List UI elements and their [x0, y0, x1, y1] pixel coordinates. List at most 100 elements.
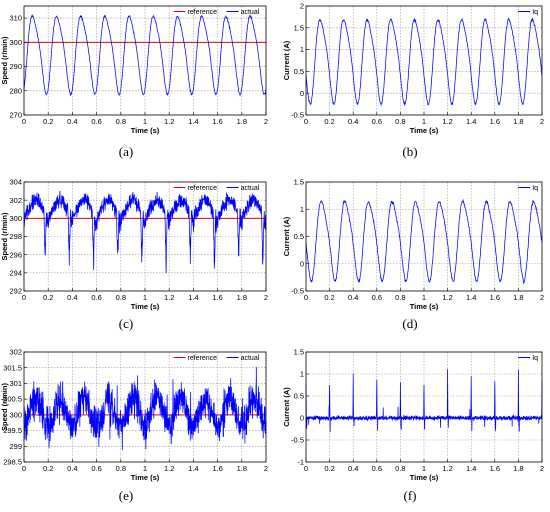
x-axis-label: Time (s) — [131, 126, 160, 135]
x-axis-label: Time (s) — [410, 126, 439, 135]
x-tick-label: 0.6 — [372, 464, 382, 473]
y-tick-label: 1.5 — [294, 178, 304, 187]
y-tick-label: 301.5 — [3, 363, 22, 372]
x-tick-label: 0.2 — [43, 464, 53, 473]
y-tick-label: 290 — [9, 62, 22, 71]
y-tick-label: 302 — [9, 348, 22, 357]
chart-panel-d: 0 0.2 0.4 0.6 0.8 1 1.2 1.4 1.6 1.8 2-0.500.511.5T… — [282, 178, 544, 331]
panel-caption: (e) — [119, 488, 133, 503]
legend: actual reference — [173, 185, 260, 192]
x-tick-label: 1.4 — [188, 293, 198, 302]
x-tick-label: 0.4 — [67, 117, 77, 126]
series-line-Iq — [305, 198, 543, 285]
x-tick-label: 0.6 — [372, 117, 382, 126]
x-tick-label: 1.4 — [466, 117, 476, 126]
y-tick-label: -1 — [297, 458, 304, 467]
x-axis-label: Time (s) — [410, 473, 439, 482]
x-tick-label: 0.4 — [348, 464, 358, 473]
y-tick-label: -0.5 — [291, 111, 304, 120]
x-tick-label: 0 — [304, 464, 308, 473]
x-tick-label: 0.8 — [395, 464, 405, 473]
legend-label-actual: actual — [241, 9, 260, 16]
x-tick-label: 1 — [422, 117, 426, 126]
x-tick-label: 0 — [304, 293, 308, 302]
panel-caption: (f) — [404, 488, 417, 503]
x-tick-label: 1.4 — [188, 117, 198, 126]
y-tick-label: 300 — [9, 38, 22, 47]
y-tick-label: 292 — [9, 287, 22, 296]
y-axis-label: Speed (r/min) — [0, 36, 9, 84]
legend-label-Iq: Iq — [532, 9, 538, 16]
x-tick-label: 2 — [264, 117, 268, 126]
x-tick-label: 2 — [540, 464, 544, 473]
x-tick-label: 0.6 — [91, 464, 101, 473]
series-line-actual — [23, 190, 267, 274]
series-line-Iq — [305, 369, 543, 433]
y-tick-label: 296 — [9, 250, 22, 259]
chart-panel-c: 0 0.2 0.4 0.6 0.8 1 1.2 1.4 1.6 1.8 2 292 294 296 298 3… — [0, 178, 268, 331]
x-tick-label: 0.2 — [324, 117, 334, 126]
y-tick-label: 299.5 — [3, 426, 22, 435]
y-tick-label: 1 — [300, 370, 304, 379]
series-line-Iq — [305, 17, 543, 107]
x-tick-label: 2 — [540, 293, 544, 302]
chart-panel-f: 0 0.2 0.4 0.6 0.8 1 1.2 1.4 1.6 1.8 2 -1 -0.5 0 0.5 1 1.… — [282, 348, 544, 503]
x-tick-label: 0.2 — [324, 464, 334, 473]
y-tick-label: 304 — [9, 178, 22, 187]
x-tick-label: 0 — [304, 117, 308, 126]
y-tick-label: 0 — [300, 259, 304, 268]
x-tick-label: 0 — [22, 464, 26, 473]
y-axis-label: Speed (r/min) — [0, 383, 9, 431]
x-tick-label: 0.8 — [116, 117, 126, 126]
x-tick-label: 1.2 — [164, 293, 174, 302]
x-tick-label: 1.8 — [513, 464, 523, 473]
panel-caption: (c) — [119, 316, 133, 331]
x-tick-label: 1.8 — [237, 464, 247, 473]
y-tick-label: 1 — [300, 205, 304, 214]
y-tick-label: 2 — [300, 2, 304, 11]
x-tick-label: 1.4 — [466, 293, 476, 302]
x-tick-label: 1.6 — [490, 293, 500, 302]
x-tick-label: 0.6 — [91, 117, 101, 126]
x-tick-label: 0.4 — [348, 117, 358, 126]
legend-label-actual: actual — [241, 185, 260, 192]
x-tick-label: 1.6 — [490, 464, 500, 473]
x-tick-label: 0.8 — [116, 464, 126, 473]
x-tick-label: 1.2 — [442, 293, 452, 302]
y-tick-label: 1.5 — [294, 23, 304, 32]
x-tick-label: 0 — [22, 117, 26, 126]
x-tick-label: 0.2 — [43, 117, 53, 126]
y-tick-label: 300.5 — [3, 395, 22, 404]
chart-panel-b: 0 0.2 0.4 0.6 0.8 1 1.2 1.4 1.6 1.8 2-0.500.511.52… — [282, 2, 544, 159]
legend-label-reference: reference — [188, 185, 218, 192]
y-axis-label: Current (A) — [282, 40, 291, 80]
legend: Iq — [518, 355, 538, 362]
y-tick-label: 310 — [9, 14, 22, 23]
y-tick-label: 300 — [9, 410, 22, 419]
x-axis-label: Time (s) — [131, 473, 160, 482]
legend: Iq — [518, 185, 538, 192]
x-tick-label: 1.4 — [188, 464, 198, 473]
x-tick-label: 1.8 — [513, 117, 523, 126]
legend: actual reference — [173, 355, 260, 362]
y-tick-label: -0.5 — [291, 287, 304, 296]
panel-caption: (a) — [119, 144, 133, 159]
legend-label-reference: reference — [188, 9, 218, 16]
series-line-actual — [23, 13, 267, 97]
x-tick-label: 1.6 — [212, 464, 222, 473]
x-tick-label: 0.8 — [116, 293, 126, 302]
x-tick-label: 0.6 — [372, 293, 382, 302]
x-tick-label: 0.4 — [67, 464, 77, 473]
y-tick-label: 301 — [9, 379, 22, 388]
x-tick-label: 0 — [22, 293, 26, 302]
x-tick-label: 1.2 — [442, 117, 452, 126]
x-axis-label: Time (s) — [410, 302, 439, 311]
series-line-actual — [23, 366, 267, 451]
y-tick-label: 270 — [9, 111, 22, 120]
y-tick-label: 1 — [300, 45, 304, 54]
y-axis-label: Current (A) — [282, 387, 291, 427]
x-tick-label: 1.6 — [490, 117, 500, 126]
y-axis-label: Current (A) — [282, 216, 291, 256]
x-tick-label: 1.8 — [237, 117, 247, 126]
